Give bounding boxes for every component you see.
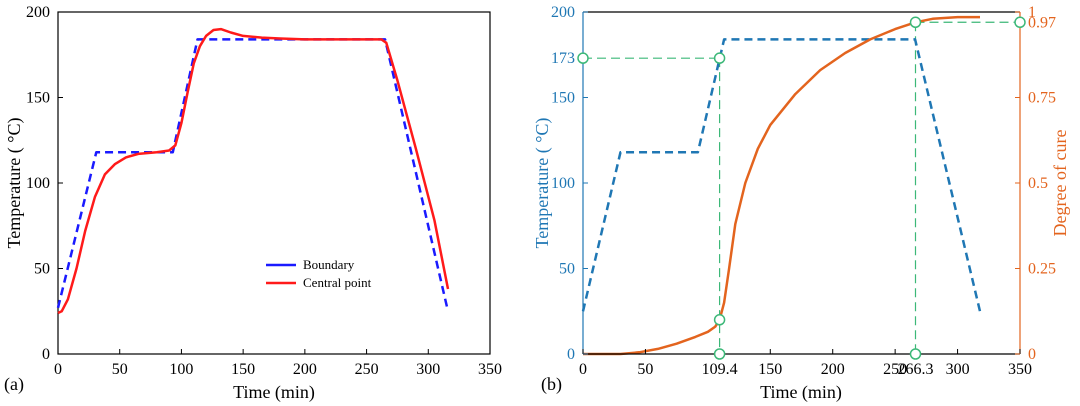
panel-b-left-y-tick-label: 200: [551, 4, 575, 21]
panel-a-x-axis-label: Time (min): [233, 382, 315, 403]
marker-circle: [713, 314, 726, 326]
panel-b-right-y-axis-label: Degree of cure: [1050, 130, 1070, 237]
panel-a-legend: Boundary Central point: [266, 257, 372, 290]
panel-a-y-tick-label: 50: [34, 261, 50, 278]
panel-a-y-tick-label: 150: [26, 90, 50, 107]
legend-central-label: Central point: [303, 275, 372, 290]
panel-b-left-y-axis-label: Temperature ( °C): [532, 118, 553, 249]
panel-b-x-tick-label: 300: [946, 361, 970, 378]
panel-a-y-ticks: 0 50 100 150 200: [26, 4, 63, 363]
panel-b-right-y-ticks: 0 0.25 0.5 0.75 0.971: [1015, 4, 1056, 363]
panel-a-x-tick-label: 100: [169, 361, 193, 378]
panel-b-x-tick-label: 350: [1008, 361, 1032, 378]
temperature-series-line: [581, 38, 982, 312]
central-point-series-line: [57, 27, 450, 315]
panel-a-x-tick-label: 250: [355, 361, 379, 378]
panel-b-x-tick-label: 50: [637, 361, 653, 378]
panel-b-right-y-tick-label: 0: [1028, 346, 1036, 363]
panel-b-right-y-tick-label: 0.97: [1028, 14, 1056, 31]
panel-b-x-tick-label: 250: [883, 361, 907, 378]
panel-b-x-tick-label: 0: [579, 361, 587, 378]
panel-b-left-y-tick-label: 173: [551, 50, 575, 67]
panel-b-x-tick-label: 150: [758, 361, 782, 378]
marker-circle: [909, 348, 922, 360]
panel-a-label: (a): [4, 374, 24, 395]
panel-b-x-tick-label: 109.4: [702, 361, 738, 378]
panel-b-guides: [583, 21, 1020, 354]
panel-a-x-ticks: 0 50 100 150 200 250 300 350: [54, 349, 502, 378]
panel-b-left-y-ticks: 0 50 100 150 173 200: [551, 4, 588, 363]
marker-circle: [1014, 16, 1026, 29]
panel-b-x-tick-label: 266.3: [897, 361, 933, 378]
panel-a-y-tick-label: 200: [26, 4, 50, 21]
panel-b-right-y-tick-label: 0.75: [1028, 90, 1056, 107]
marker-circle: [909, 16, 922, 29]
legend-boundary-label: Boundary: [303, 257, 355, 272]
panel-a-y-axis-label: Temperature ( °C): [4, 118, 25, 249]
panel-b-right-y-tick-label: 0.5: [1028, 175, 1048, 192]
marker-circle: [713, 52, 726, 64]
boundary-series-line: [56, 38, 450, 312]
marker-circle: [713, 348, 726, 360]
panel-b-markers: [577, 16, 1026, 360]
panel-b-right-y-tick-label: 0.25: [1028, 261, 1056, 278]
panel-a-y-tick-label: 0: [42, 346, 50, 363]
panel-a: 0 50 100 150 200 250 300 350 0 50 100 150 200 Time …: [4, 4, 502, 403]
panel-a-y-tick-label: 100: [26, 175, 50, 192]
panel-b-x-tick-label: 200: [821, 361, 845, 378]
panel-a-x-tick-label: 350: [478, 361, 502, 378]
panel-a-x-tick-label: 50: [112, 361, 128, 378]
panel-b-left-y-tick-label: 50: [559, 261, 575, 278]
panel-b-left-y-tick-label: 150: [551, 90, 575, 107]
panel-b-series: [581, 15, 982, 356]
panel-b-right-y-tick-label: 1: [1028, 4, 1036, 21]
panel-a-x-tick-label: 0: [54, 361, 62, 378]
panel-a-x-tick-label: 150: [231, 361, 255, 378]
degree-of-cure-series-line: [583, 15, 980, 356]
marker-circle: [577, 52, 589, 64]
panel-b-x-axis-label: Time (min): [760, 382, 842, 403]
panel-a-series: [56, 27, 450, 315]
panel-a-x-tick-label: 200: [293, 361, 317, 378]
panel-b-left-y-tick-label: 100: [551, 175, 575, 192]
panel-b-left-y-tick-label: 0: [567, 346, 575, 363]
panel-a-x-tick-label: 300: [416, 361, 440, 378]
panel-b-label: (b): [541, 374, 562, 395]
